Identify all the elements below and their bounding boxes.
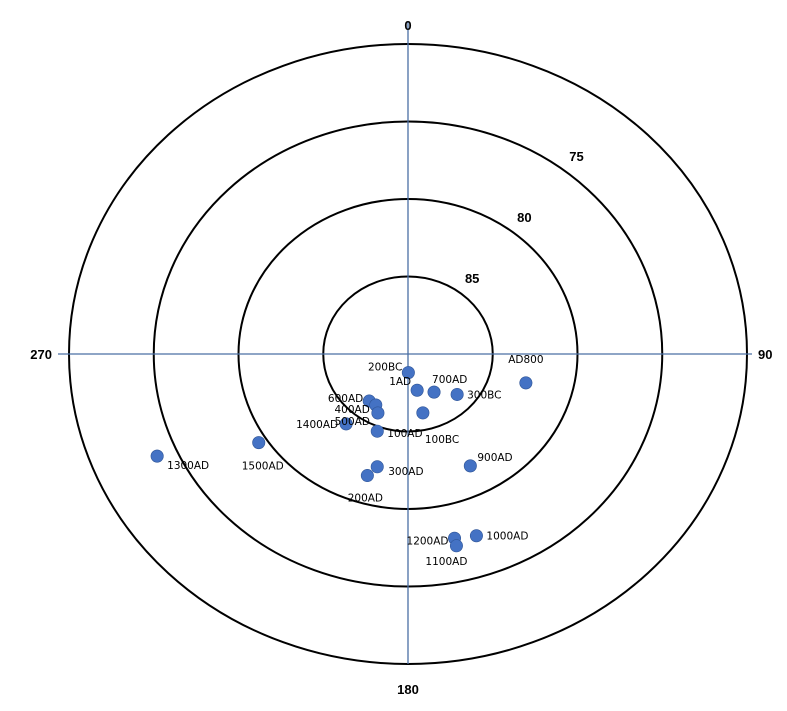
data-point-1AD <box>410 383 424 397</box>
data-point-100BC <box>416 406 430 420</box>
ring-label-85: 85 <box>465 271 479 286</box>
data-point-300BC <box>450 387 464 401</box>
data-point-1400AD <box>339 417 353 431</box>
data-point-500AD <box>371 406 385 420</box>
point-label-100BC: 100BC <box>425 434 459 446</box>
data-point-700AD <box>427 385 441 399</box>
ring-label-75: 75 <box>569 149 583 164</box>
data-point-1100AD <box>449 539 463 553</box>
points-layer <box>150 366 533 553</box>
point-label-1000AD: 1000AD <box>486 531 528 543</box>
point-label-200AD: 200AD <box>348 493 383 505</box>
ring-label-80: 80 <box>517 210 531 225</box>
point-label-AD800: AD800 <box>508 354 543 366</box>
data-point-AD800 <box>519 376 533 390</box>
point-label-500AD: 500AD <box>335 416 370 428</box>
data-point-1500AD <box>252 436 266 450</box>
point-label-100AD: 100AD <box>387 428 422 440</box>
ring-labels-layer: 85 80 75 <box>465 149 584 286</box>
angle-label-90: 90 <box>758 347 772 362</box>
point-label-1400AD: 1400AD <box>296 419 338 431</box>
angle-label-270: 270 <box>30 347 52 362</box>
data-point-100AD <box>370 424 384 438</box>
data-point-200BC <box>401 366 415 380</box>
data-point-900AD <box>463 459 477 473</box>
point-label-1200AD: 1200AD <box>407 535 449 547</box>
data-point-200AD <box>360 469 374 483</box>
angle-label-180: 180 <box>397 682 419 697</box>
point-label-200BC: 200BC <box>368 362 402 374</box>
data-point-300AD <box>370 460 384 474</box>
point-label-300AD: 300AD <box>388 466 423 478</box>
data-point-1000AD <box>469 529 483 543</box>
point-label-400AD: 400AD <box>334 404 369 416</box>
point-label-600AD: 600AD <box>328 393 363 405</box>
axis-labels-layer: 0 90 180 270 <box>30 18 772 697</box>
axes-layer <box>58 22 752 664</box>
point-label-1500AD: 1500AD <box>242 461 284 473</box>
point-label-1300AD: 1300AD <box>167 460 209 472</box>
point-label-900AD: 900AD <box>477 452 512 464</box>
point-label-700AD: 700AD <box>432 374 467 386</box>
data-point-1300AD <box>150 449 164 463</box>
angle-label-0: 0 <box>404 18 411 33</box>
point-label-300BC: 300BC <box>467 389 501 401</box>
point-label-1AD: 1AD <box>389 376 411 388</box>
point-label-1100AD: 1100AD <box>425 556 467 568</box>
